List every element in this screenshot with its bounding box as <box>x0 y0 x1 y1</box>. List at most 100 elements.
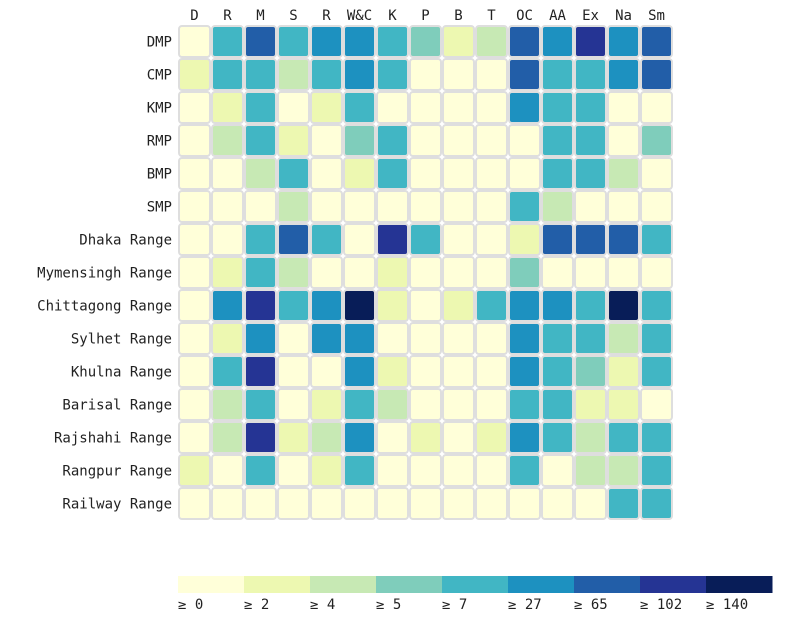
heatmap-cell <box>607 421 640 454</box>
heatmap-cell <box>508 223 541 256</box>
heatmap-cell <box>277 58 310 91</box>
heatmap-cell <box>178 25 211 58</box>
heatmap-cell <box>244 91 277 124</box>
heatmap-cell <box>343 355 376 388</box>
heatmap-cell <box>508 388 541 421</box>
heatmap-cell <box>574 25 607 58</box>
column-label: R <box>322 8 331 24</box>
heatmap-cell <box>475 25 508 58</box>
heatmap-cell <box>277 124 310 157</box>
heatmap-cell <box>442 289 475 322</box>
heatmap-cell <box>343 91 376 124</box>
heatmap-cell <box>541 157 574 190</box>
heatmap-cell <box>244 388 277 421</box>
heatmap-cell <box>508 487 541 520</box>
heatmap-cell <box>277 421 310 454</box>
heatmap-cell <box>541 421 574 454</box>
column-label: W&C <box>347 8 372 24</box>
column-label: P <box>421 8 429 24</box>
column-label: Ex <box>582 8 599 24</box>
heatmap-cell <box>409 421 442 454</box>
heatmap-cell <box>409 91 442 124</box>
heatmap-cell <box>442 25 475 58</box>
heatmap-cell <box>442 190 475 223</box>
heatmap-cell <box>508 289 541 322</box>
heatmap-cell <box>475 454 508 487</box>
heatmap-cell <box>244 355 277 388</box>
heatmap-cell <box>376 487 409 520</box>
column-label: S <box>289 8 297 24</box>
heatmap-cell <box>640 487 673 520</box>
heatmap-cells <box>178 25 673 520</box>
heatmap-cell <box>640 388 673 421</box>
heatmap-cell <box>475 124 508 157</box>
heatmap-cell <box>211 487 244 520</box>
heatmap-cell <box>541 25 574 58</box>
heatmap-cell <box>409 355 442 388</box>
heatmap-cell <box>244 223 277 256</box>
heatmap-cell <box>640 355 673 388</box>
heatmap-cell <box>310 388 343 421</box>
heatmap-cell <box>343 487 376 520</box>
heatmap-cell <box>442 223 475 256</box>
column-label: R <box>223 8 232 24</box>
row-label: Barisal Range <box>62 398 172 414</box>
heatmap-cell <box>640 124 673 157</box>
heatmap-cell <box>409 190 442 223</box>
heatmap-cell <box>277 157 310 190</box>
heatmap-cell <box>409 388 442 421</box>
heatmap-cell <box>475 256 508 289</box>
column-labels: D R M S R W&C K P B T OC AA Ex Na Sm <box>190 8 665 24</box>
heatmap-cell <box>178 91 211 124</box>
legend-label: ≥ 65 <box>574 597 608 613</box>
heatmap-cell <box>508 322 541 355</box>
heatmap-cell <box>211 190 244 223</box>
heatmap-cell <box>343 289 376 322</box>
heatmap-cell <box>607 256 640 289</box>
legend-swatch <box>574 576 641 593</box>
heatmap-cell <box>343 58 376 91</box>
column-label: Na <box>615 8 632 24</box>
row-label: Rajshahi Range <box>54 431 172 447</box>
heatmap-cell <box>244 487 277 520</box>
heatmap-cell <box>442 256 475 289</box>
heatmap-cell <box>310 190 343 223</box>
column-label: Sm <box>648 8 665 24</box>
heatmap-cell <box>178 190 211 223</box>
heatmap-cell <box>574 157 607 190</box>
heatmap-cell <box>508 25 541 58</box>
row-label: DMP <box>147 35 172 51</box>
heatmap-cell <box>310 58 343 91</box>
heatmap-cell <box>178 223 211 256</box>
heatmap-cell <box>541 388 574 421</box>
heatmap-cell <box>541 289 574 322</box>
heatmap-cell <box>574 256 607 289</box>
heatmap-cell <box>277 289 310 322</box>
heatmap-cell <box>475 487 508 520</box>
heatmap-cell <box>376 91 409 124</box>
heatmap-cell <box>178 388 211 421</box>
heatmap-cell <box>541 190 574 223</box>
heatmap-cell <box>574 190 607 223</box>
row-label: Chittagong Range <box>37 299 172 315</box>
heatmap-cell <box>574 388 607 421</box>
heatmap-cell <box>343 223 376 256</box>
heatmap-cell <box>178 157 211 190</box>
legend-swatch <box>244 576 311 593</box>
heatmap-cell <box>508 256 541 289</box>
heatmap-cell <box>178 454 211 487</box>
row-label: Railway Range <box>62 497 172 513</box>
heatmap-cell <box>508 421 541 454</box>
heatmap-cell <box>607 157 640 190</box>
heatmap-cell <box>211 157 244 190</box>
heatmap-cell <box>343 190 376 223</box>
row-label: Rangpur Range <box>62 464 172 480</box>
heatmap-cell <box>409 157 442 190</box>
heatmap-cell <box>277 256 310 289</box>
heatmap-cell <box>574 421 607 454</box>
heatmap-cell <box>541 487 574 520</box>
heatmap-cell <box>640 421 673 454</box>
heatmap-cell <box>310 223 343 256</box>
heatmap-cell <box>508 157 541 190</box>
heatmap-cell <box>277 91 310 124</box>
